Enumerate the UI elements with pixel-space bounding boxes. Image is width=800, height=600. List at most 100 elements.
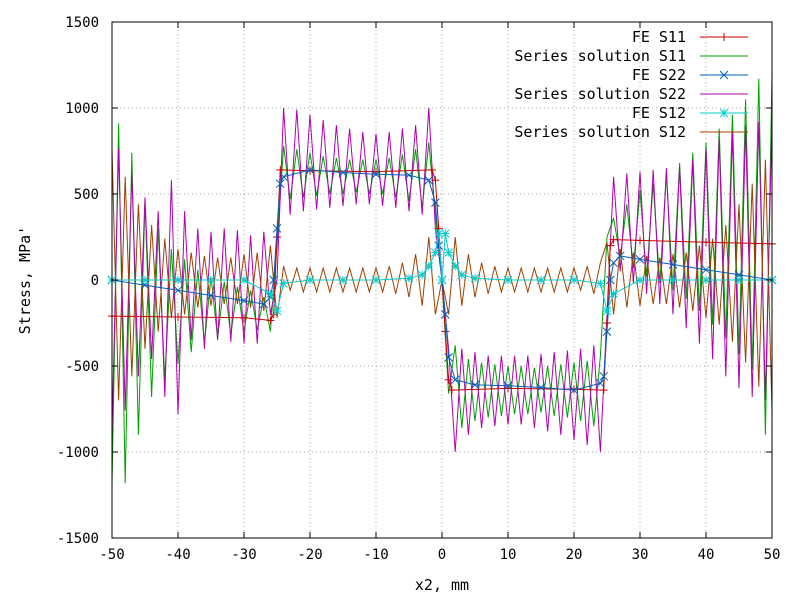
y-tick-label: 0 <box>91 273 99 289</box>
data-point <box>266 289 275 299</box>
legend-label: Series solution S11 <box>514 47 686 65</box>
data-point <box>206 275 216 285</box>
data-point <box>441 327 450 336</box>
y-tick-label: 500 <box>74 187 99 203</box>
y-tick-label: -500 <box>65 359 99 375</box>
data-point <box>470 380 480 390</box>
data-point <box>609 235 618 244</box>
data-point <box>338 168 348 177</box>
y-tick-label: -1500 <box>57 531 99 547</box>
data-point <box>428 165 437 174</box>
data-point <box>206 291 216 300</box>
series-fe-s12 <box>107 229 777 316</box>
data-point <box>599 371 609 381</box>
y-tick-label: 1000 <box>65 101 99 117</box>
data-point <box>605 275 615 285</box>
data-point <box>279 172 288 182</box>
legend-entry-fe-s11: FE S11 <box>632 28 748 46</box>
data-point <box>266 316 275 325</box>
x-tick-label: 50 <box>764 547 781 563</box>
legend-label: FE S11 <box>632 28 686 46</box>
x-tick-label: -50 <box>99 547 124 563</box>
legend-label: FE S22 <box>632 66 686 84</box>
y-axis-label: Stress, MPa' <box>16 226 34 334</box>
x-tick-label: -30 <box>231 547 256 563</box>
data-point <box>596 378 605 388</box>
data-point <box>606 241 615 250</box>
data-point <box>503 275 513 285</box>
data-point <box>668 260 678 269</box>
data-point <box>259 299 269 309</box>
x-axis-label: x2, mm <box>415 576 469 594</box>
data-point <box>609 289 618 299</box>
data-point <box>596 279 605 288</box>
data-point <box>424 261 434 271</box>
data-point <box>275 179 285 189</box>
data-point <box>701 265 711 275</box>
x-tick-label: 10 <box>500 547 517 563</box>
data-point <box>173 275 183 285</box>
data-point <box>602 306 612 316</box>
data-point <box>440 310 450 319</box>
data-point <box>503 381 513 391</box>
data-point <box>609 258 618 268</box>
data-point <box>447 386 456 395</box>
data-point <box>174 312 182 321</box>
data-point <box>305 275 315 285</box>
data-point <box>470 273 480 283</box>
data-point <box>434 229 444 238</box>
legend-entry-series-solution-s12: Series solution S12 <box>514 123 748 141</box>
x-tick-label: 20 <box>566 547 583 563</box>
data-point <box>444 353 453 362</box>
data-point <box>615 251 625 261</box>
x-tick-label: -20 <box>297 547 322 563</box>
data-point <box>444 375 453 384</box>
data-point <box>140 275 150 285</box>
data-point <box>431 176 440 185</box>
data-point <box>437 275 447 285</box>
data-point <box>431 198 440 207</box>
legend-entry-fe-s12: FE S12 <box>632 104 748 122</box>
data-point <box>536 383 546 392</box>
data-point <box>417 270 427 280</box>
data-point <box>173 285 183 295</box>
data-point <box>734 275 744 285</box>
ticks: -50 -40 -30 -20 -10 0 10 20 30 40 50 -1500 -1000 -500… <box>57 15 781 563</box>
legend-label: Series solution S22 <box>514 85 686 103</box>
data-point <box>635 255 645 264</box>
legend-marker <box>720 33 728 41</box>
x-tick-label: -40 <box>165 547 190 563</box>
data-point <box>276 165 285 174</box>
x-tick-label: 40 <box>698 547 715 563</box>
legend-entry-series-solution-s11: Series solution S11 <box>514 47 748 65</box>
data-point <box>457 270 467 280</box>
legend-label: FE S12 <box>632 104 686 122</box>
data-point <box>444 248 453 257</box>
data-point <box>701 275 711 285</box>
data-point <box>431 248 440 257</box>
legend-marker <box>719 108 729 118</box>
y-tick-label: 1500 <box>65 15 99 31</box>
data-point <box>569 385 579 395</box>
data-point <box>240 313 248 322</box>
data-point <box>440 229 450 238</box>
data-point <box>269 275 279 285</box>
data-point <box>239 275 249 285</box>
data-point <box>371 275 381 285</box>
data-point <box>569 275 579 285</box>
data-point <box>279 279 288 288</box>
legend-entry-fe-s22: FE S22 <box>632 66 748 84</box>
x-tick-label: -10 <box>363 547 388 563</box>
x-tick-label: 0 <box>438 547 446 563</box>
legend-marker <box>719 70 729 80</box>
data-point <box>404 273 414 283</box>
legend-entry-series-solution-s22: Series solution S22 <box>514 85 748 103</box>
legend-label: Series solution S12 <box>514 123 686 141</box>
x-tick-label: 30 <box>632 547 649 563</box>
data-point <box>424 175 434 185</box>
data-point <box>668 275 678 285</box>
data-point <box>305 165 315 175</box>
